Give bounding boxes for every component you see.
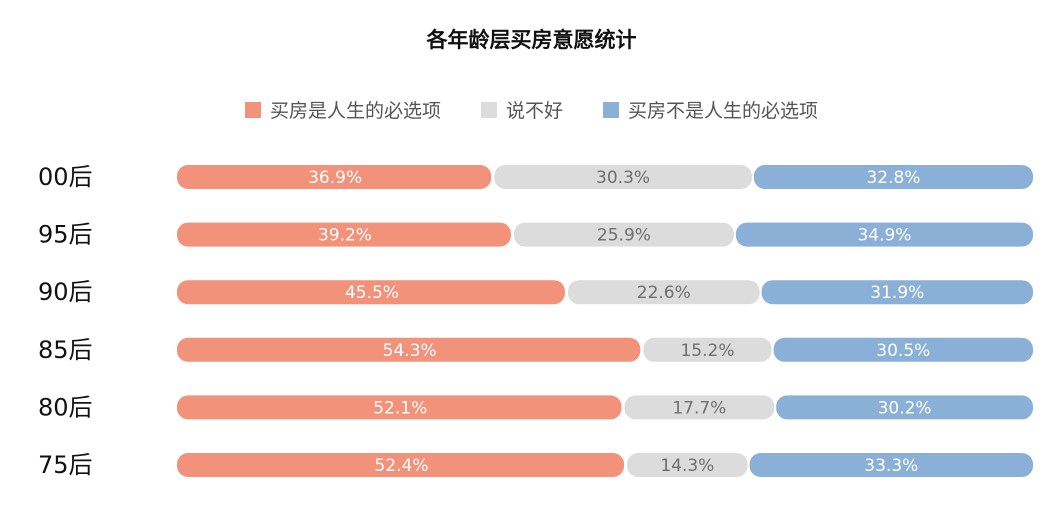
data-label-must-buy: 54.3% xyxy=(383,341,437,361)
category-label: 75后 xyxy=(38,451,93,479)
category-label: 85后 xyxy=(38,336,93,364)
bar-segment-must-buy xyxy=(177,395,622,420)
legend: 买房是人生的必选项 说不好 买房不是人生的必选项 xyxy=(0,96,1063,123)
bar-segment-must-buy xyxy=(177,280,565,305)
bar-segment-not-must-buy xyxy=(761,280,1033,305)
data-label-unsure: 15.2% xyxy=(680,341,734,361)
bar-segment-must-buy xyxy=(177,222,511,247)
data-label-must-buy: 52.4% xyxy=(375,456,429,476)
data-label-unsure: 17.7% xyxy=(672,398,726,418)
data-label-not-must-buy: 33.3% xyxy=(864,456,918,476)
data-label-unsure: 30.3% xyxy=(596,168,650,188)
data-label-unsure: 14.3% xyxy=(660,456,714,476)
bar-segment-unsure xyxy=(567,280,760,305)
legend-item-unsure: 说不好 xyxy=(480,96,563,123)
bar-segment-unsure xyxy=(494,165,752,189)
bar-segment-unsure xyxy=(627,453,748,477)
legend-label-not-must-buy: 买房不是人生的必选项 xyxy=(628,100,819,122)
legend-swatch-must-buy xyxy=(244,101,261,118)
bar-row: 95后 39.2% 25.9% 34.9% xyxy=(38,221,1033,249)
bar-segment-must-buy xyxy=(177,337,641,362)
bar-segment-unsure xyxy=(513,222,734,247)
legend-swatch-unsure xyxy=(480,101,497,118)
legend-label-must-buy: 买房是人生的必选项 xyxy=(269,100,441,122)
data-label-not-must-buy: 30.2% xyxy=(878,398,932,418)
bar-row: 75后 52.4% 14.3% 33.3% xyxy=(38,451,1033,479)
bar-segment-not-must-buy xyxy=(776,395,1033,420)
data-label-unsure: 22.6% xyxy=(637,283,691,303)
category-label: 95后 xyxy=(38,221,93,249)
bar-segment-not-must-buy xyxy=(735,222,1033,247)
data-label-must-buy: 36.9% xyxy=(308,168,362,188)
category-label: 90后 xyxy=(38,278,93,306)
data-label-must-buy: 39.2% xyxy=(318,226,372,246)
legend-item-not-must-buy: 买房不是人生的必选项 xyxy=(603,96,818,123)
data-label-not-must-buy: 32.8% xyxy=(866,168,920,188)
data-label-not-must-buy: 30.5% xyxy=(876,341,930,361)
legend-item-must-buy: 买房是人生的必选项 xyxy=(244,96,441,123)
category-label: 80后 xyxy=(38,393,93,421)
bar-row: 90后 45.5% 22.6% 31.9% xyxy=(38,278,1033,306)
bar-row: 85后 54.3% 15.2% 30.5% xyxy=(38,336,1033,364)
bar-segment-not-must-buy xyxy=(773,337,1033,362)
chart-title: 各年龄层买房意愿统计 xyxy=(426,28,637,52)
legend-swatch-not-must-buy xyxy=(603,101,619,118)
legend-label-unsure: 说不好 xyxy=(505,100,563,122)
category-label: 00后 xyxy=(38,163,93,191)
bar-segment-unsure xyxy=(643,337,772,362)
data-label-not-must-buy: 34.9% xyxy=(857,226,911,246)
bar-segment-not-must-buy xyxy=(749,453,1033,477)
data-label-must-buy: 45.5% xyxy=(345,283,399,303)
bar-row: 00后 36.9% 30.3% 32.8% xyxy=(38,163,1033,191)
data-label-unsure: 25.9% xyxy=(597,226,651,246)
bar-segment-not-must-buy xyxy=(753,165,1033,189)
bar-segment-must-buy xyxy=(177,165,492,189)
data-label-not-must-buy: 31.9% xyxy=(870,283,924,303)
bar-segment-must-buy xyxy=(177,453,625,477)
bar-row: 80后 52.1% 17.7% 30.2% xyxy=(38,393,1033,421)
bar-segment-unsure xyxy=(624,395,775,420)
data-label-must-buy: 52.1% xyxy=(373,398,427,418)
